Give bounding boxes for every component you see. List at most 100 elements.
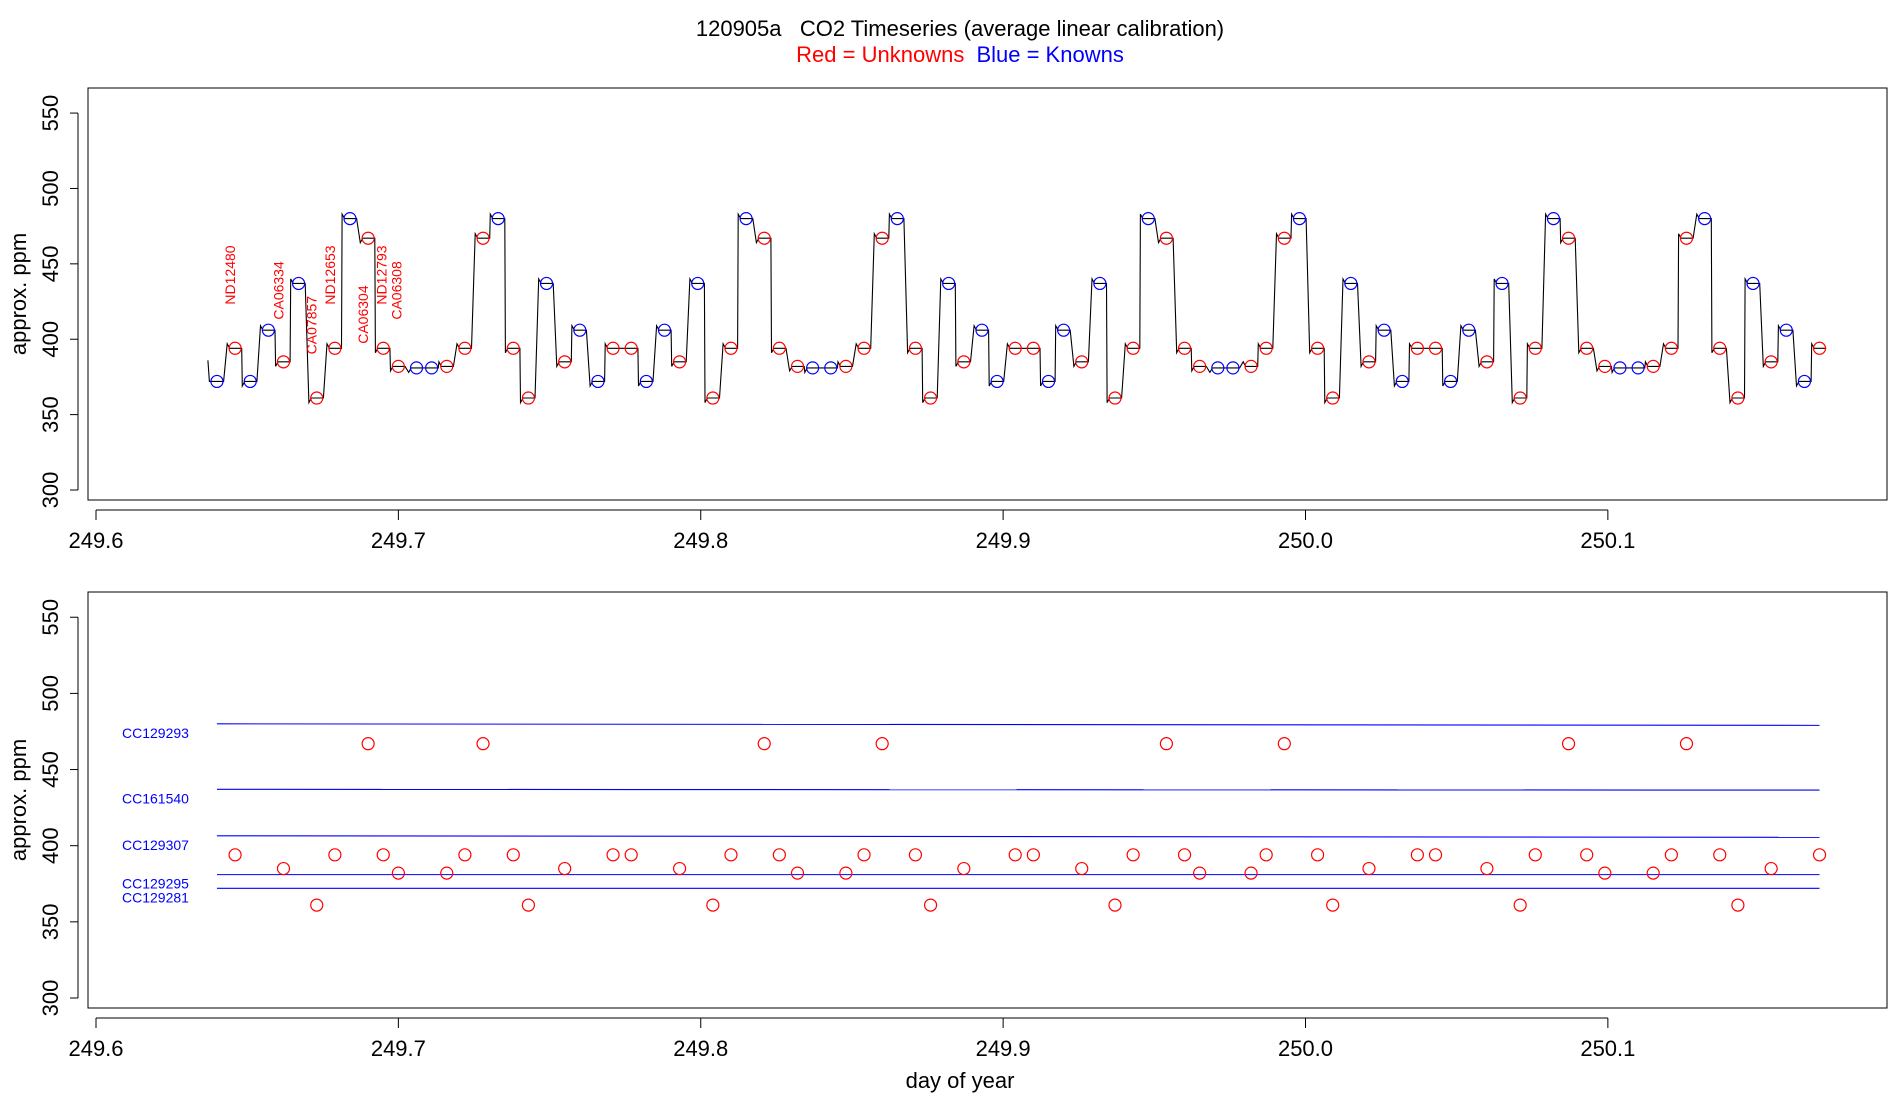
unknown-point: [1428, 341, 1443, 355]
unknown-point: [440, 866, 454, 880]
known-point: [1746, 276, 1760, 291]
unknown-point: [1259, 341, 1273, 355]
y-axis-label: approx. ppm: [6, 233, 31, 355]
x-tick-label: 249.6: [68, 1036, 123, 1061]
y-tick-label: 350: [38, 903, 63, 940]
y-tick-label: 400: [38, 827, 63, 864]
unknown-point: [328, 848, 342, 862]
known-point: [824, 361, 838, 375]
x-tick-label: 249.8: [673, 528, 728, 553]
sample-id-label: ND12653: [322, 245, 338, 304]
known-point: [1779, 323, 1793, 337]
unknown-point: [1561, 231, 1576, 245]
unknown-point: [1410, 848, 1424, 862]
unknown-point: [606, 341, 620, 355]
reference-line-label: CC129281: [122, 889, 189, 905]
y-tick-label: 550: [38, 599, 63, 636]
unknown-point: [1108, 898, 1122, 912]
unknown-point: [772, 848, 786, 862]
sample-id-label: CA07857: [304, 296, 320, 355]
known-point: [639, 374, 653, 389]
x-tick-label: 249.9: [976, 1036, 1031, 1061]
plot-frame: [87, 87, 1888, 501]
y-tick-label: 500: [38, 675, 63, 712]
unknown-point: [1731, 898, 1745, 912]
unknown-point: [1812, 341, 1827, 355]
chart-subtitle: Red = Unknowns Blue = Knowns: [796, 42, 1124, 67]
unknown-point: [908, 848, 923, 862]
unknown-point: [1764, 355, 1778, 369]
unknown-point: [772, 341, 786, 355]
known-point: [691, 276, 705, 291]
known-point: [591, 374, 605, 389]
known-point: [1056, 323, 1071, 337]
unknown-point: [1193, 359, 1207, 373]
known-point: [1698, 212, 1712, 226]
unknown-point: [1177, 341, 1192, 355]
unknown-point: [606, 848, 620, 862]
known-point: [1226, 361, 1240, 375]
unknown-point: [558, 861, 572, 876]
unknown-point: [1310, 341, 1325, 355]
unknown-point: [875, 737, 889, 751]
unknown-point: [276, 355, 291, 369]
known-point: [1495, 276, 1509, 291]
x-tick-label: 249.8: [673, 1036, 728, 1061]
unknown-point: [1580, 341, 1594, 355]
known-point: [739, 212, 753, 226]
unknown-point: [1646, 866, 1660, 880]
x-tick-label: 250.1: [1580, 528, 1635, 553]
unknown-point: [923, 391, 938, 405]
y-tick-label: 400: [38, 321, 63, 358]
known-point: [1377, 323, 1391, 337]
unknown-point: [957, 355, 971, 369]
y-tick-label: 450: [38, 751, 63, 788]
unknown-point: [476, 231, 490, 245]
known-point: [1292, 212, 1307, 226]
y-tick-label: 300: [38, 980, 63, 1017]
reference-line: [216, 723, 1820, 726]
y-axis-label: approx. ppm: [6, 739, 31, 861]
y-tick-label: 300: [38, 472, 63, 509]
known-point: [1041, 374, 1056, 389]
unknown-point: [1646, 359, 1660, 373]
y-axis: 300 350 400 450 500 550: [38, 95, 79, 509]
unknown-point: [376, 341, 390, 355]
x-tick-label: 249.7: [371, 528, 426, 553]
unknown-point: [1428, 848, 1443, 862]
known-point: [1395, 374, 1409, 389]
known-point: [1211, 361, 1225, 375]
unknown-point: [440, 359, 454, 373]
unknown-point: [1480, 861, 1494, 876]
reference-line-label: CC129293: [122, 725, 189, 741]
unknown-point: [1159, 737, 1174, 751]
subtitle-unknowns: Red = Unknowns: [796, 42, 964, 67]
reference-line-label: CC129307: [122, 837, 189, 853]
unknown-point: [376, 848, 390, 862]
unknown-point: [857, 341, 871, 355]
known-point: [942, 276, 956, 291]
subtitle-knowns: Blue = Knowns: [976, 42, 1123, 67]
known-point: [1462, 323, 1476, 337]
unknown-point: [1177, 848, 1192, 862]
known-point: [657, 323, 672, 337]
known-point: [990, 374, 1004, 389]
unknown-point: [391, 866, 405, 880]
unknown-point: [724, 341, 738, 355]
known-point: [975, 323, 989, 337]
reference-line-label: CC129295: [122, 876, 189, 892]
x-tick-label: 249.6: [68, 528, 123, 553]
unknown-point: [1244, 359, 1258, 373]
y-tick-label: 550: [38, 95, 63, 132]
known-point: [343, 212, 357, 226]
unknown-point: [1410, 341, 1424, 355]
known-point: [425, 361, 439, 375]
unknown-point: [1598, 866, 1612, 880]
unknown-point: [1310, 848, 1325, 862]
known-point: [243, 374, 257, 389]
unknown-point: [1244, 866, 1258, 880]
plot-frame: [87, 591, 1888, 1009]
unknown-point: [391, 359, 405, 373]
known-point: [1546, 212, 1561, 226]
